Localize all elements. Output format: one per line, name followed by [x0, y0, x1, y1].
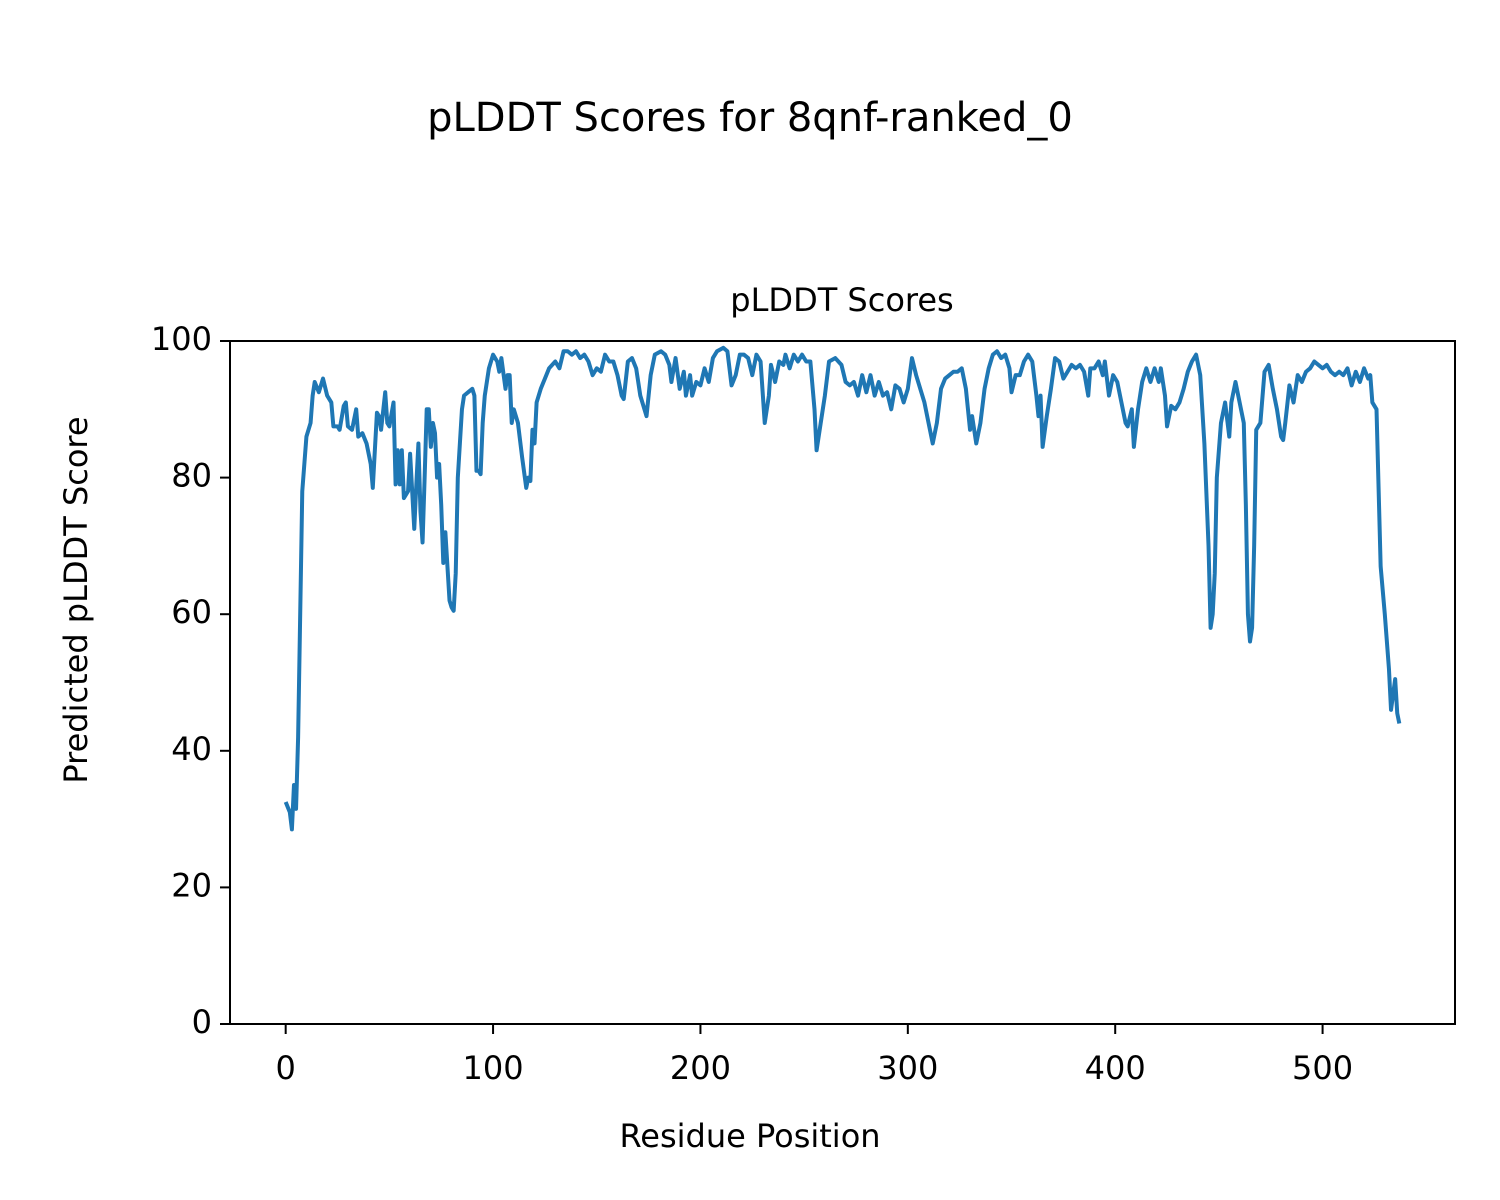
y-tick-label: 80 — [171, 457, 212, 495]
y-tick-label: 100 — [151, 320, 212, 358]
y-tick-label: 60 — [171, 593, 212, 631]
y-tick-label: 40 — [171, 730, 212, 768]
x-tick-label: 500 — [1292, 1049, 1353, 1087]
axes-title: pLDDT Scores — [730, 281, 953, 319]
x-tick-label: 100 — [463, 1049, 524, 1087]
x-axis-label: Residue Position — [619, 1117, 880, 1155]
x-tick-label: 0 — [276, 1049, 296, 1087]
axes-frame — [229, 340, 1456, 1025]
data-line — [283, 345, 1402, 832]
y-axis-label: Predicted pLDDT Score — [57, 416, 95, 783]
x-tick-label: 400 — [1085, 1049, 1146, 1087]
chart-title: pLDDT Scores for 8qnf-ranked_0 — [427, 95, 1073, 141]
y-tick-label: 0 — [192, 1003, 212, 1041]
x-tick-label: 300 — [877, 1049, 938, 1087]
x-tick-label: 200 — [670, 1049, 731, 1087]
y-tick-label: 20 — [171, 866, 212, 904]
